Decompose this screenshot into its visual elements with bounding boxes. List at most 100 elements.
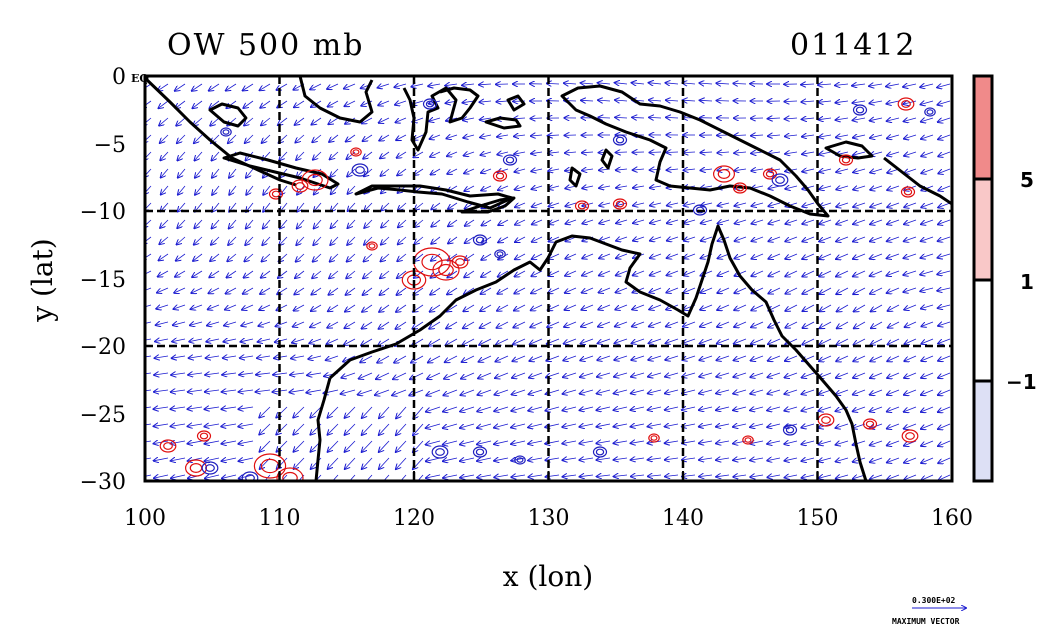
y-tick-label: −20 [80, 335, 126, 360]
wind-vector [733, 475, 747, 477]
negative-contour [494, 249, 506, 259]
wind-vector [465, 236, 475, 243]
wind-vector [920, 84, 934, 87]
wind-vector [870, 118, 883, 121]
wind-vector [460, 406, 475, 412]
wind-vector [172, 356, 186, 358]
positive-contour [271, 190, 281, 198]
wind-vector [818, 101, 832, 102]
wind-vector [667, 220, 679, 223]
wind-vector [836, 203, 849, 207]
wind-vector [853, 152, 866, 155]
wind-vector [497, 287, 509, 294]
wind-vector [362, 406, 373, 418]
wind-vector [206, 339, 220, 342]
wind-vector [751, 152, 764, 153]
wind-vector [426, 389, 441, 395]
wind-vector [530, 321, 543, 327]
wind-vector [329, 287, 339, 295]
wind-vector [414, 270, 424, 278]
wind-vector [178, 168, 186, 178]
wind-vector [887, 440, 900, 446]
wind-vector [239, 390, 254, 392]
wind-vector [431, 219, 441, 227]
wind-vector [718, 220, 730, 223]
wind-vector [204, 424, 220, 427]
wind-vector [278, 270, 288, 278]
wind-vector [278, 117, 288, 125]
wind-vector [717, 287, 730, 293]
wind-vector [734, 338, 747, 344]
wind-vector [238, 407, 254, 409]
wind-vector [159, 117, 169, 126]
wind-vector [735, 237, 747, 241]
wind-vector [276, 321, 288, 326]
wind-vector [145, 423, 152, 426]
wind-vector [494, 424, 509, 428]
wind-vector [175, 83, 186, 91]
wind-vector [633, 237, 645, 241]
wind-vector [665, 355, 679, 360]
wind-vector [853, 389, 866, 395]
wind-vector [245, 134, 254, 143]
positive-contour [276, 467, 304, 481]
wind-vector [159, 100, 169, 108]
wind-vector [481, 152, 492, 155]
wind-vector [801, 424, 815, 428]
wind-vector [767, 407, 781, 411]
wind-vector [294, 440, 305, 452]
wind-vector [222, 458, 237, 461]
wind-vector [154, 424, 169, 426]
wind-vector [549, 203, 560, 207]
wind-vector [633, 220, 645, 223]
wind-vector [853, 372, 866, 378]
wind-vector [329, 134, 339, 142]
plot-title-left: OW 500 mb [167, 28, 365, 63]
positive-contour [163, 442, 173, 450]
wind-vector [665, 424, 679, 427]
wind-vector [616, 254, 628, 258]
wind-vector [616, 169, 628, 170]
wind-vector [650, 220, 662, 223]
positive-contour [199, 432, 209, 440]
wind-vector [259, 304, 271, 310]
wind-vector [768, 152, 781, 154]
wind-vector [345, 304, 356, 312]
wind-vector [803, 304, 815, 311]
y-tick-label: 0 [112, 65, 126, 90]
wind-vector [145, 134, 152, 143]
wind-vector [938, 474, 951, 480]
wind-vector [683, 287, 696, 293]
wind-vector [871, 338, 883, 345]
wind-vector [598, 83, 611, 84]
wind-vector [343, 355, 356, 362]
wind-vector [159, 236, 169, 244]
coastlines [145, 76, 952, 481]
wind-vector [411, 355, 424, 363]
wind-vector [734, 135, 747, 136]
wind-vector [496, 355, 509, 362]
wind-vector [481, 287, 492, 294]
wind-vector [648, 458, 662, 460]
coast-java [222, 151, 340, 190]
wind-vector [411, 84, 424, 87]
wind-vector [819, 458, 832, 461]
wind-vector [563, 475, 577, 477]
wind-vector [295, 270, 305, 278]
wind-vector [836, 253, 849, 259]
colorbar-swatch-neutral [974, 280, 992, 381]
wind-vector [328, 100, 339, 107]
wind-vector [227, 253, 237, 261]
wind-vector [938, 423, 951, 429]
wind-vector [734, 169, 747, 171]
wind-vector [189, 339, 203, 342]
wind-vector [155, 356, 169, 358]
wind-vector [295, 117, 305, 125]
negative-contour [431, 445, 449, 459]
wind-vector [599, 237, 611, 241]
wind-vector [294, 100, 305, 107]
wind-vector [665, 475, 679, 477]
wind-vector [260, 440, 271, 452]
wind-vector [921, 202, 934, 207]
wind-vector [888, 321, 900, 328]
